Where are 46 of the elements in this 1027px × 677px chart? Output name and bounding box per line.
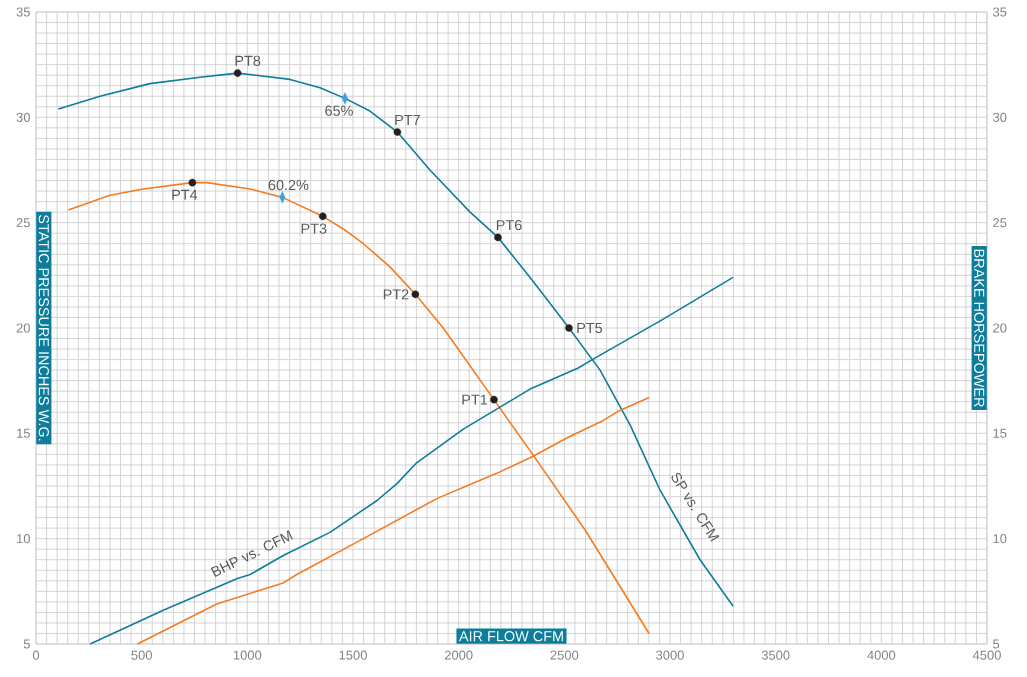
annotation: PT4: [172, 189, 198, 200]
annotation: 65%: [325, 105, 353, 116]
point: [490, 395, 498, 404]
y2-tick-label: 10: [993, 534, 1007, 544]
x-tick-label: 2500: [550, 650, 579, 660]
point: [565, 324, 573, 332]
y2-tick-label: 30: [993, 112, 1007, 122]
y-axis-title: STATIC PRESSURE INCHES W.G.: [38, 214, 49, 441]
annotation: PT5: [577, 322, 603, 334]
annotation: PT3: [301, 223, 327, 234]
y2-tick-label: 15: [993, 428, 1007, 438]
y-tick-label: 15: [17, 428, 30, 438]
x-tick-label: 0: [32, 650, 40, 660]
point: [233, 69, 242, 77]
y-tick-label: 20: [16, 323, 30, 333]
annotation: PT1: [462, 394, 488, 405]
annotation: PT6: [496, 219, 522, 231]
x-tick-label: 1500: [339, 650, 367, 660]
point: [319, 212, 327, 221]
x-tick-label: 2000: [444, 650, 473, 660]
x-tick-label: 4000: [867, 650, 896, 660]
x-tick-label: 1000: [233, 650, 262, 660]
point: [188, 178, 197, 187]
point: [411, 290, 420, 299]
x-tick-label: 4500: [972, 650, 1001, 660]
y-tick-label: 30: [16, 112, 30, 122]
y2-tick-label: 5: [993, 639, 1000, 649]
annotation: BHP vs. CFM: [210, 530, 293, 578]
point: [494, 233, 502, 242]
y2-axis-title: BRAKE HORSEPOWER: [974, 249, 985, 407]
annotation: PT8: [235, 55, 261, 66]
y-tick-label: 35: [16, 7, 30, 17]
x-axis-title: AIR FLOW CFM: [458, 631, 563, 642]
x-tick-label: 3000: [656, 650, 684, 660]
annotation: 60.2%: [268, 179, 309, 191]
x-tick-label: 500: [131, 650, 152, 660]
y2-tick-label: 35: [993, 7, 1007, 17]
point: [393, 128, 402, 136]
x-tick-label: 3500: [761, 650, 790, 660]
y-tick-label: 5: [23, 639, 30, 649]
y-tick-label: 10: [17, 534, 30, 544]
annotation: PT7: [395, 114, 420, 125]
y2-tick-label: 25: [993, 218, 1007, 228]
y-tick-label: 25: [16, 218, 30, 228]
y2-tick-label: 20: [993, 323, 1007, 333]
annotation: PT2: [383, 289, 409, 300]
